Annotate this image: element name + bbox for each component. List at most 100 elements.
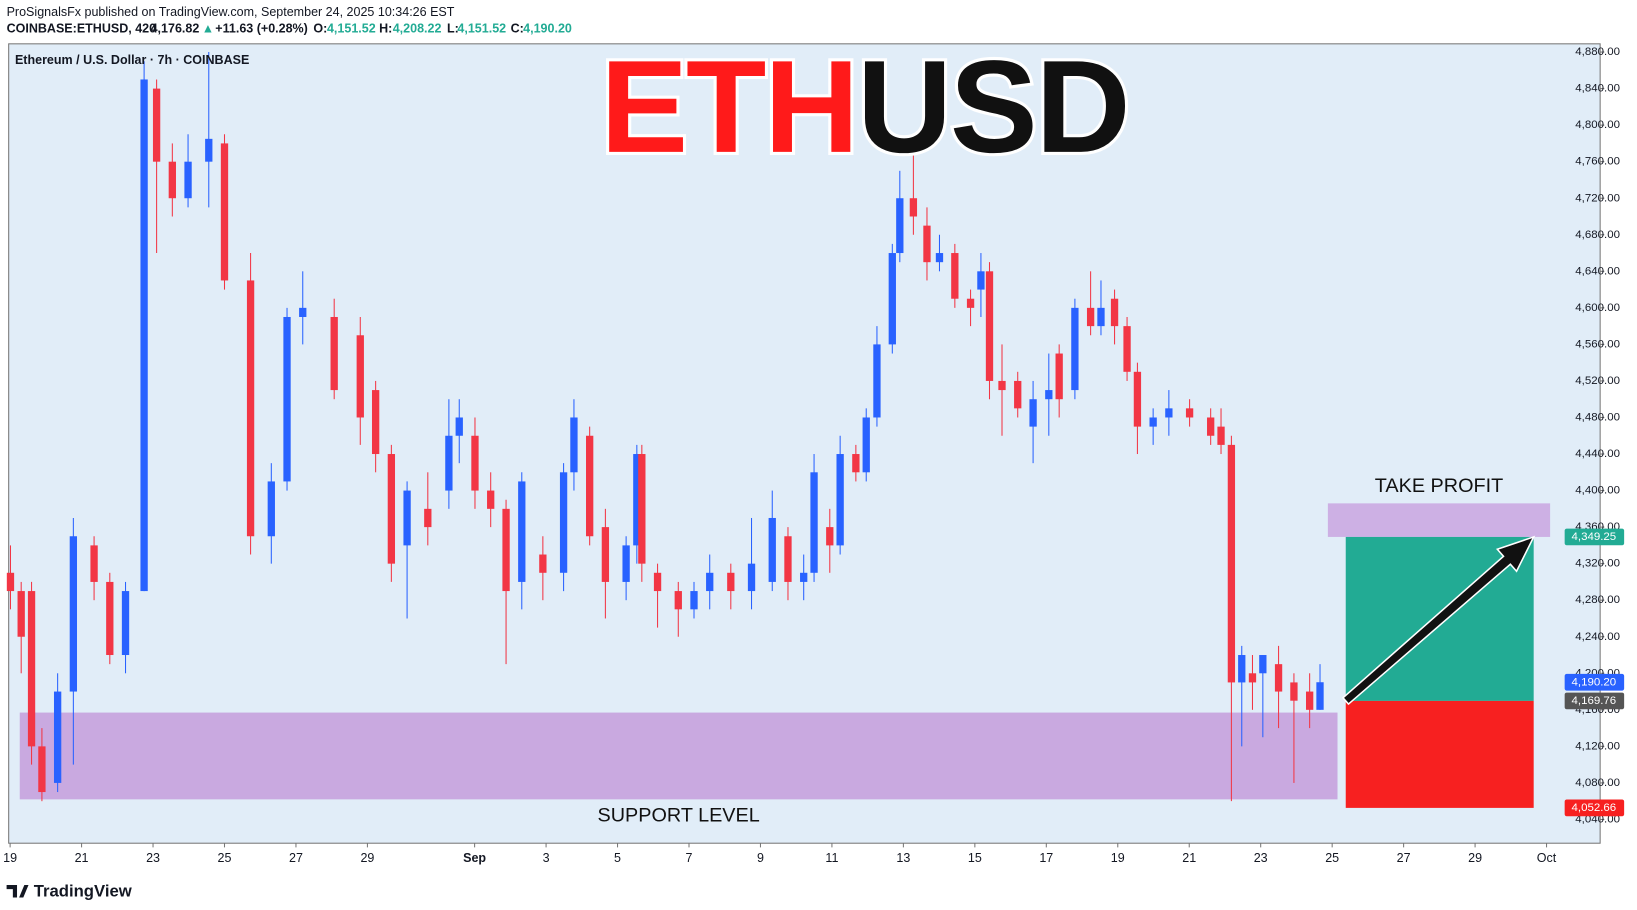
- y-tick-label: 4,840.00: [1575, 83, 1620, 95]
- y-tick-label: 4,280.00: [1575, 594, 1620, 606]
- y-tick-label: 4,440.00: [1575, 448, 1620, 460]
- symbol: COINBASE:ETHUSD, 420: [7, 22, 157, 36]
- x-tick-label: Oct: [1537, 851, 1557, 865]
- candle-body: [184, 161, 192, 199]
- candle-body: [1133, 371, 1142, 427]
- candle-body: [727, 572, 735, 592]
- candle-body: [784, 536, 792, 582]
- y-tick-label: 4,120.00: [1575, 740, 1620, 752]
- x-tick-label: 17: [1039, 851, 1053, 865]
- candle-body: [53, 691, 62, 783]
- y-tick-label: 4,640.00: [1575, 265, 1620, 277]
- y-tick-label: 4,720.00: [1575, 192, 1620, 204]
- x-tick-label: 25: [218, 851, 232, 865]
- candle-body: [445, 435, 453, 491]
- brand: TradingView: [34, 882, 133, 901]
- candle-body: [1071, 307, 1079, 391]
- price-label-bg: [1564, 799, 1625, 817]
- candle-body: [220, 143, 229, 281]
- price-label-bg: [1564, 528, 1625, 546]
- candle-body: [487, 490, 495, 509]
- legend: Ethereum / U.S. Dollar · 7h · COINBASE: [15, 53, 249, 67]
- candle-body: [1274, 664, 1283, 692]
- x-tick-label: 19: [3, 851, 17, 865]
- x-tick-label: 3: [543, 851, 550, 865]
- candle-body: [455, 417, 463, 436]
- candle-body: [1149, 417, 1157, 427]
- y-tick-label: 4,600.00: [1575, 302, 1620, 314]
- x-tick-label: 13: [896, 851, 910, 865]
- candle-body: [810, 472, 818, 573]
- candle-body: [356, 335, 364, 418]
- candle-body: [17, 591, 25, 637]
- candle-body: [622, 545, 630, 582]
- zone: [1345, 700, 1534, 808]
- candle-body: [168, 161, 176, 199]
- publisher: ProSignalsFx published on TradingView.co…: [7, 5, 455, 19]
- candle-body: [1238, 655, 1246, 683]
- candle-body: [633, 454, 641, 546]
- candle-body: [800, 572, 808, 582]
- c-value: 4,190.20: [523, 22, 572, 36]
- candle-body: [283, 316, 291, 482]
- y-tick-label: 4,080.00: [1575, 777, 1620, 789]
- title-part: USD: [857, 33, 1128, 180]
- l-label: L:: [447, 22, 459, 36]
- candle-body: [935, 253, 944, 263]
- candle-body: [27, 591, 36, 747]
- candle-body: [674, 591, 682, 610]
- h-value: 4,208.22: [393, 22, 442, 36]
- candle-body: [966, 298, 975, 308]
- candle-body: [140, 79, 148, 592]
- x-tick-label: 29: [1468, 851, 1482, 865]
- candle-body: [69, 536, 78, 692]
- candle-body: [1259, 655, 1267, 674]
- y-tick-label: 4,880.00: [1575, 46, 1620, 58]
- chart-title: ETHUSD: [600, 33, 1128, 180]
- candle-body: [1305, 691, 1314, 710]
- candle-body: [1086, 307, 1095, 327]
- plot-area: [8, 43, 1601, 844]
- o-value: 4,151.52: [327, 22, 376, 36]
- y-tick-label: 4,680.00: [1575, 229, 1620, 241]
- candle-body: [852, 454, 860, 473]
- candle-body: [559, 472, 568, 573]
- x-tick-label: 19: [1111, 851, 1125, 865]
- candle-body: [502, 508, 510, 592]
- price-label-bg: [1564, 692, 1625, 710]
- candle-body: [690, 591, 698, 610]
- title-part: ETH: [600, 33, 857, 180]
- zone-label: SUPPORT LEVEL: [598, 804, 760, 826]
- candle-body: [706, 572, 714, 592]
- y-tick-label: 4,520.00: [1575, 375, 1620, 387]
- candle-body: [601, 527, 610, 582]
- price-label: 4,052.66: [1572, 802, 1617, 814]
- c-label: C:: [511, 22, 524, 36]
- candle-body: [299, 307, 307, 317]
- candle-body: [1014, 380, 1022, 409]
- candle-body: [768, 517, 776, 582]
- h-label: H:: [379, 22, 392, 36]
- candle-body: [38, 746, 46, 793]
- candle-body: [896, 198, 904, 254]
- candle-body: [1110, 298, 1119, 327]
- candle-body: [371, 390, 380, 455]
- candle-body: [909, 198, 918, 217]
- candle-body: [1207, 417, 1215, 436]
- candle-body: [1248, 673, 1257, 683]
- plot: SUPPORT LEVEL TAKE PROFIT: [6, 52, 1551, 826]
- candle-body: [977, 271, 985, 290]
- price-label-bg: [1564, 673, 1625, 691]
- candle-body: [121, 591, 130, 656]
- candle-body: [1045, 390, 1053, 400]
- x-tick-label: 9: [757, 851, 764, 865]
- x-tick-label: Sep: [463, 851, 486, 865]
- candle-body: [1290, 682, 1298, 701]
- candle-body: [862, 417, 870, 473]
- y-tick-label: 4,240.00: [1575, 631, 1620, 643]
- candle-body: [1029, 399, 1037, 427]
- x-tick-label: 23: [1254, 851, 1268, 865]
- x-tick-label: 21: [1182, 851, 1196, 865]
